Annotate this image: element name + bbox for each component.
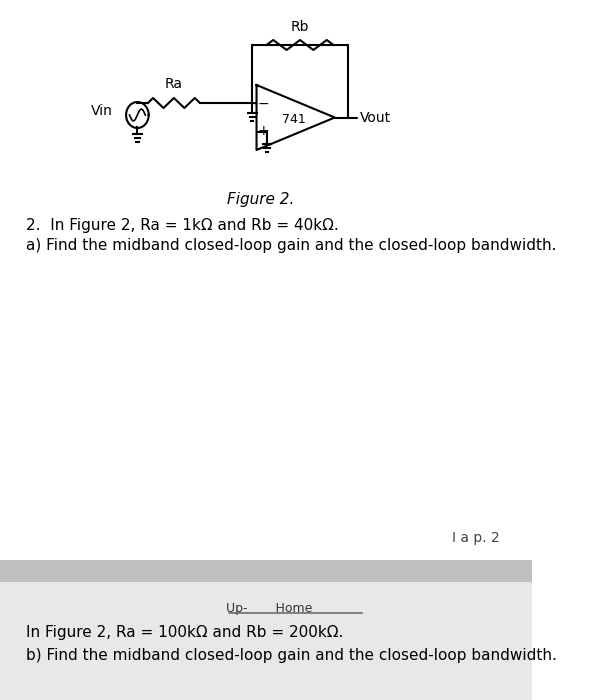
Text: Up-       Home: Up- Home: [226, 602, 345, 615]
Text: I a p. 2: I a p. 2: [452, 531, 500, 545]
Text: In Figure 2, Ra = 100kΩ and Rb = 200kΩ.: In Figure 2, Ra = 100kΩ and Rb = 200kΩ.: [26, 625, 343, 640]
Text: Ra: Ra: [165, 77, 183, 91]
Text: a) Find the midband closed-loop gain and the closed-loop bandwidth.: a) Find the midband closed-loop gain and…: [26, 238, 556, 253]
Text: 2.  In Figure 2, Ra = 1kΩ and Rb = 40kΩ.: 2. In Figure 2, Ra = 1kΩ and Rb = 40kΩ.: [26, 218, 339, 233]
Text: Vin: Vin: [91, 104, 113, 118]
Text: Figure 2.: Figure 2.: [227, 192, 294, 207]
Text: −: −: [258, 97, 269, 111]
Text: Rb: Rb: [291, 20, 309, 34]
Text: +: +: [258, 124, 269, 138]
FancyBboxPatch shape: [0, 582, 532, 700]
Text: b) Find the midband closed-loop gain and the closed-loop bandwidth.: b) Find the midband closed-loop gain and…: [26, 648, 557, 663]
FancyBboxPatch shape: [0, 560, 532, 582]
Text: Vout: Vout: [360, 111, 391, 125]
Text: 741: 741: [282, 113, 306, 126]
